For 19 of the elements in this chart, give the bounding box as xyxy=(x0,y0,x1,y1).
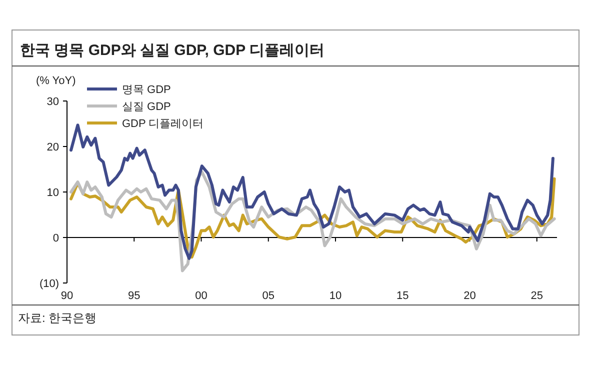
x-tick-label: 15 xyxy=(396,290,409,302)
y-tick-label: (10) xyxy=(39,278,59,290)
y-tick-label: 0 xyxy=(52,232,59,244)
legend-label: 실질 GDP xyxy=(122,101,171,113)
legend-label: 명목 GDP xyxy=(122,84,171,96)
legend-label: GDP 디플레이터 xyxy=(122,118,204,130)
y-tick-label: 20 xyxy=(46,142,59,154)
text: 자료: 한국은행 xyxy=(18,311,97,325)
y-axis-title: (% YoY) xyxy=(36,75,76,87)
x-tick-label: 95 xyxy=(128,290,140,302)
y-tick-label: 30 xyxy=(46,96,59,108)
x-tick-label: 90 xyxy=(60,290,74,302)
x-tick-label: 20 xyxy=(464,290,476,302)
y-tick-label: 10 xyxy=(46,187,59,199)
x-tick-label: 10 xyxy=(329,290,342,302)
x-tick-label: 05 xyxy=(262,290,274,302)
chart-title: 한국 명목 GDP와 실질 GDP, GDP 디플레이터 xyxy=(20,42,324,59)
x-tick-label: 00 xyxy=(195,290,208,302)
x-tick-label: 25 xyxy=(530,290,543,302)
